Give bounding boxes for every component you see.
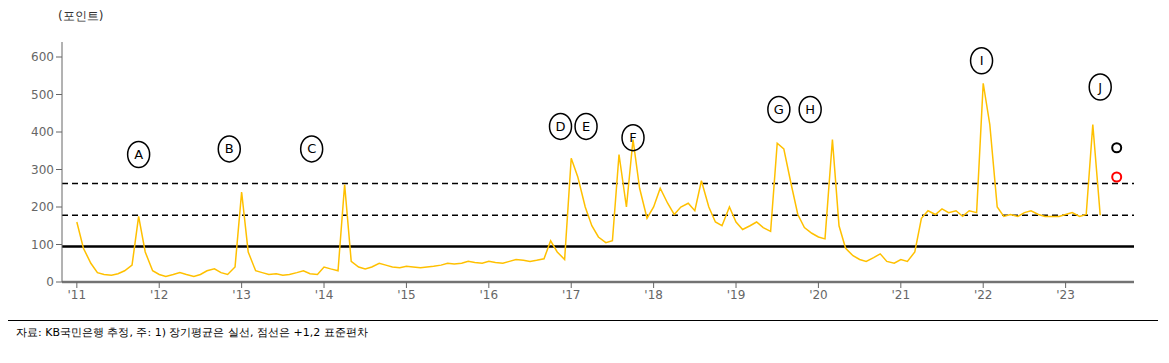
svg-text:A: A (134, 147, 143, 162)
svg-text:'23: '23 (1056, 288, 1075, 302)
svg-text:D: D (556, 119, 566, 134)
svg-text:0: 0 (46, 275, 54, 289)
svg-text:B: B (225, 141, 234, 156)
svg-text:G: G (774, 102, 784, 117)
svg-text:F: F (629, 130, 636, 145)
svg-text:200: 200 (31, 200, 54, 214)
svg-text:'21: '21 (892, 288, 911, 302)
svg-text:400: 400 (31, 125, 54, 139)
svg-text:'20: '20 (809, 288, 828, 302)
svg-text:'13: '13 (232, 288, 251, 302)
svg-text:J: J (1097, 80, 1102, 95)
svg-text:'19: '19 (727, 288, 746, 302)
svg-text:H: H (805, 102, 815, 117)
svg-text:300: 300 (31, 163, 54, 177)
svg-text:I: I (980, 53, 984, 68)
svg-text:100: 100 (31, 238, 54, 252)
svg-text:E: E (582, 119, 590, 134)
svg-text:500: 500 (31, 88, 54, 102)
svg-text:'16: '16 (480, 288, 499, 302)
svg-text:'18: '18 (644, 288, 663, 302)
svg-text:'15: '15 (397, 288, 416, 302)
svg-text:'11: '11 (68, 288, 87, 302)
svg-text:'12: '12 (150, 288, 169, 302)
svg-text:'14: '14 (315, 288, 334, 302)
svg-text:'17: '17 (562, 288, 581, 302)
html-text:자료: KB국민은행 추정, 주: 1) 장기평균은 실선,: 자료: KB국민은행 추정, 주: 1) 장기평균은 실선, 점선은 +1,2 … (16, 326, 368, 339)
svg-text:600: 600 (31, 50, 54, 64)
html-text:(포인트): (포인트) (58, 9, 104, 23)
svg-text:C: C (307, 141, 316, 156)
svg-text:'22: '22 (974, 288, 993, 302)
